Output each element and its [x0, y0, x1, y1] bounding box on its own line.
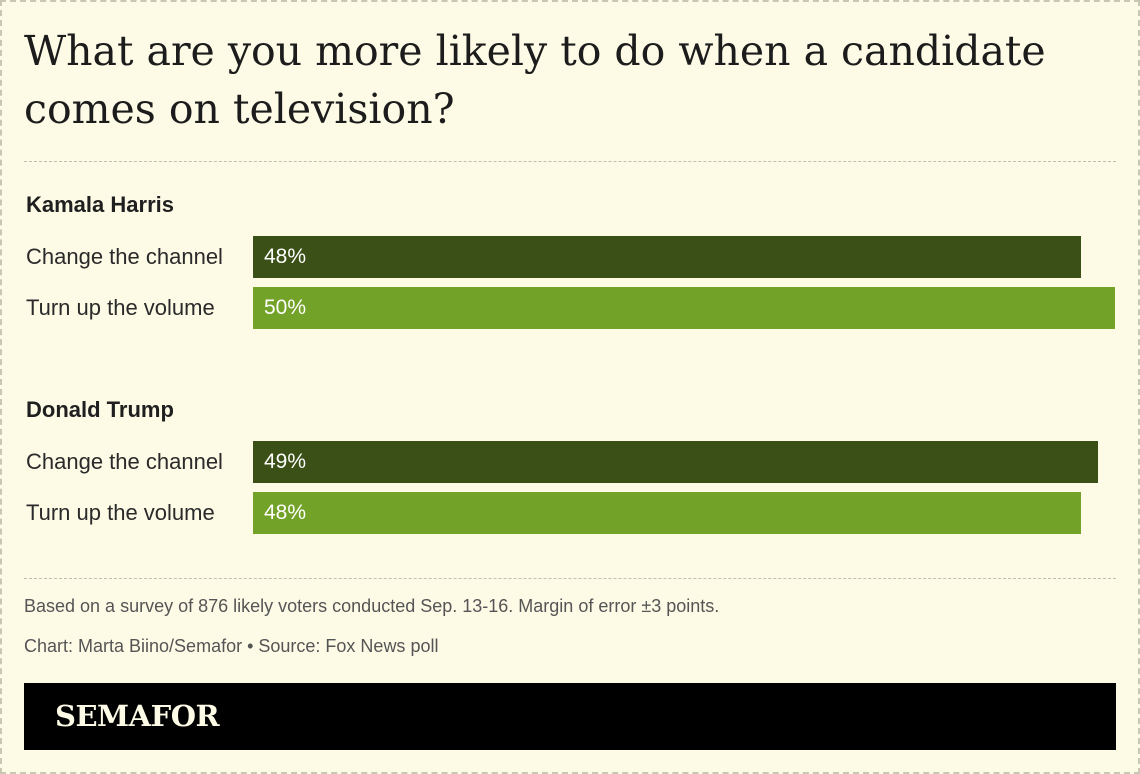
bar: 48% — [253, 492, 1081, 534]
category-label: Change the channel — [26, 244, 223, 269]
top-divider — [24, 161, 1116, 162]
data-label: 48% — [264, 245, 307, 268]
data-label: 48% — [264, 501, 307, 524]
category-label: Turn up the volume — [26, 500, 215, 525]
bar: 50% — [253, 287, 1115, 329]
data-label: 50% — [264, 296, 307, 319]
bar: 49% — [253, 441, 1098, 483]
chart-title: What are you more likely to do when a ca… — [24, 27, 1046, 133]
brand-footer: SEMAFOR — [24, 683, 1116, 750]
bottom-divider — [24, 578, 1116, 579]
group-title: Donald Trump — [26, 397, 174, 422]
group-title: Kamala Harris — [26, 192, 174, 217]
bar: 48% — [253, 236, 1081, 278]
semafor-logo[interactable]: SEMAFOR — [55, 699, 220, 733]
category-label: Turn up the volume — [26, 295, 215, 320]
category-label: Change the channel — [26, 449, 223, 474]
chart-credit: Chart: Marta Biino/Semafor • Source: Fox… — [24, 636, 439, 656]
data-label: 49% — [264, 450, 307, 473]
survey-note: Based on a survey of 876 likely voters c… — [24, 596, 720, 616]
